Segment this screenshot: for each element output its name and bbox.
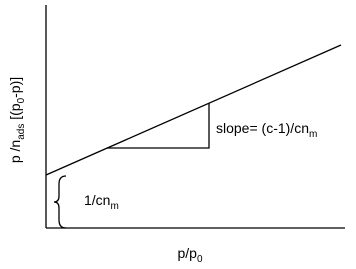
x-label: p/p0	[177, 245, 202, 265]
text-part: m	[309, 129, 317, 140]
text-part: p /n	[7, 140, 23, 163]
text-part: 1/cn	[84, 192, 110, 208]
slope-label: slope= (c-1)/cnm	[216, 120, 317, 140]
text-part: slope= (c-1)/cn	[216, 120, 309, 136]
text-part: 0	[197, 254, 203, 265]
text-part: p/p	[177, 245, 197, 261]
intercept-label: 1/cnm	[84, 192, 119, 212]
text-part: -p)]	[7, 77, 23, 98]
text-part: [(p	[7, 103, 23, 123]
bet-line	[45, 44, 342, 176]
y-label: p /nads [(p0-p)]	[7, 77, 27, 163]
slope-triangle	[107, 103, 210, 149]
text-part: 0	[16, 97, 27, 103]
text-part: m	[110, 201, 118, 212]
intercept-brace	[53, 175, 67, 229]
text-part: ads	[16, 124, 27, 140]
